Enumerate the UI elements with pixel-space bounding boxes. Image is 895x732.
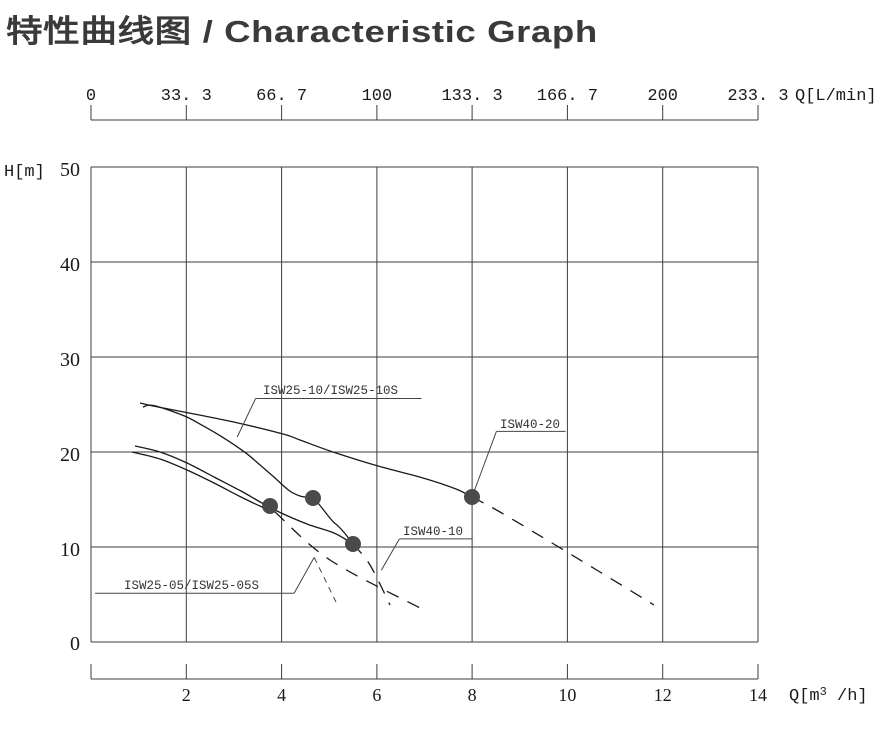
svg-text:40: 40 [60, 254, 80, 276]
svg-text:0: 0 [86, 87, 96, 106]
svg-text:4: 4 [277, 685, 286, 705]
svg-text:H[m]: H[m] [4, 163, 45, 182]
svg-text:ISW40-20: ISW40-20 [500, 418, 560, 432]
svg-text:200: 200 [647, 87, 678, 106]
svg-text:20: 20 [60, 444, 80, 466]
svg-text:ISW25-10/ISW25-10S: ISW25-10/ISW25-10S [263, 384, 398, 398]
svg-text:66. 7: 66. 7 [256, 87, 307, 106]
svg-text:Q[m3 /h]: Q[m3 /h] [789, 685, 868, 706]
svg-text:6: 6 [372, 685, 381, 705]
svg-text:100: 100 [362, 87, 393, 106]
svg-text:Q[L/min]: Q[L/min] [795, 87, 877, 106]
svg-text:ISW25-05/ISW25-05S: ISW25-05/ISW25-05S [124, 579, 259, 593]
svg-text:133. 3: 133. 3 [441, 87, 502, 106]
svg-text:166. 7: 166. 7 [537, 87, 598, 106]
svg-text:10: 10 [60, 539, 80, 561]
svg-text:233. 3: 233. 3 [727, 87, 788, 106]
svg-text:50: 50 [60, 159, 80, 181]
svg-text:2: 2 [182, 685, 191, 705]
svg-text:12: 12 [654, 685, 672, 705]
svg-text:30: 30 [60, 349, 80, 371]
svg-text:ISW40-10: ISW40-10 [403, 525, 463, 539]
svg-text:33. 3: 33. 3 [161, 87, 212, 106]
svg-text:0: 0 [70, 633, 80, 655]
svg-text:10: 10 [558, 685, 576, 705]
svg-text:8: 8 [468, 685, 477, 705]
svg-text:14: 14 [749, 685, 767, 705]
